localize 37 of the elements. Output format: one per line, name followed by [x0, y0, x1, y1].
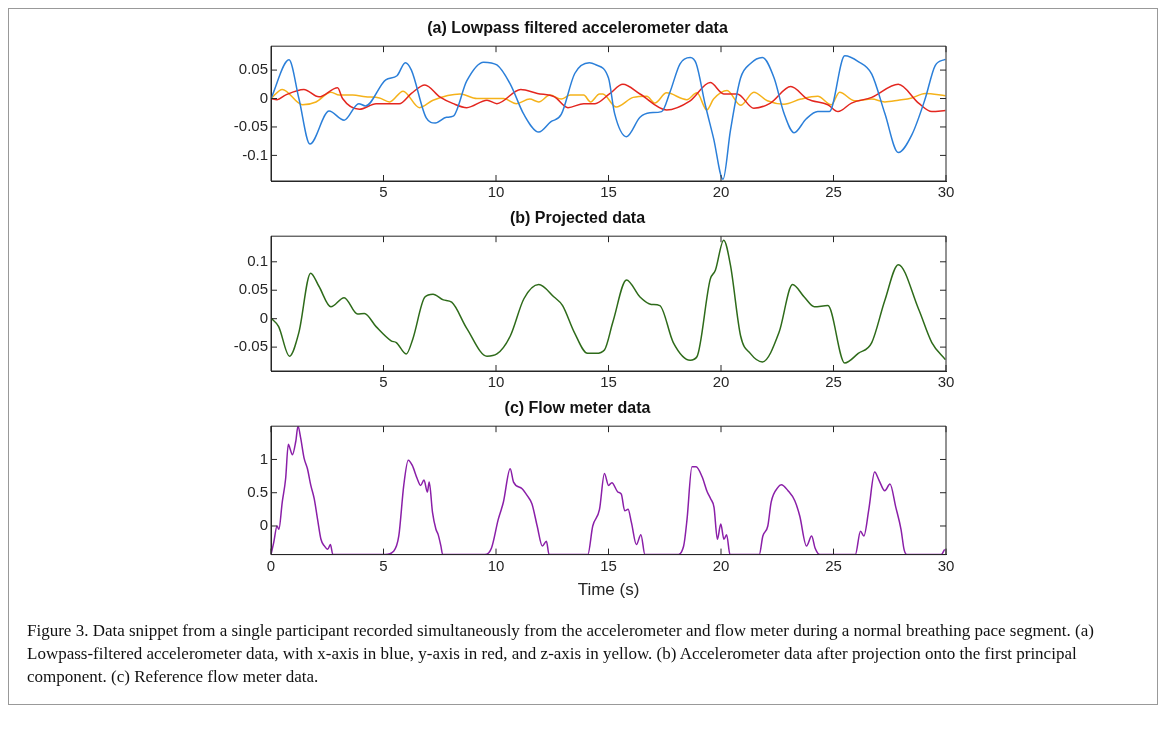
y-tick-label: 0: [259, 88, 268, 106]
x-tick-label: 20: [712, 373, 730, 391]
y-tick-label: 0.5: [247, 482, 268, 500]
chart-title: (b) Projected data: [509, 209, 646, 227]
y-tick-label: 0.05: [238, 280, 268, 298]
x-tick-label: 20: [712, 556, 730, 574]
x-tick-label: 10: [487, 373, 505, 391]
x-tick-label: 30: [937, 183, 955, 201]
line-series: [271, 88, 946, 111]
y-tick-label: -0.1: [242, 145, 268, 163]
line-series: [271, 239, 946, 364]
x-tick-label: 5: [379, 373, 388, 391]
chart-title: (a) Lowpass filtered accelerometer data: [427, 19, 728, 37]
x-tick-label: 5: [379, 183, 388, 201]
x-tick-label: 25: [825, 556, 842, 574]
y-tick-label: 0: [259, 516, 268, 534]
y-tick-label: 0: [259, 308, 268, 326]
chart-title: (c) Flow meter data: [504, 399, 651, 417]
y-tick-label: -0.05: [233, 337, 268, 355]
y-tick-label: 1: [259, 449, 268, 467]
y-tick-label: 0.1: [247, 251, 268, 269]
x-tick-label: 30: [937, 373, 955, 391]
x-tick-label: 25: [825, 373, 842, 391]
x-tick-label: 30: [937, 556, 955, 574]
y-tick-label: -0.05: [233, 117, 268, 135]
caption: Figure 3. Data snippet from a single participant recorded simultaneously from the accelerometer and flow meter during a normal breathing pace segment. (a) Lowpass-filtered accelerometer data, with x-axis in blue, y-axis in red, and z-axis in yellow. (b) Accelerometer data after projection onto the first principal component. (c) Reference flow meter data.: [27, 620, 1095, 688]
x-tick-label: 15: [600, 183, 617, 201]
x-axis-title: Time (s): [577, 580, 640, 600]
line-series: [271, 81, 946, 113]
x-tick-label: 10: [487, 556, 505, 574]
x-tick-label: 10: [487, 183, 505, 201]
x-tick-label: 15: [600, 373, 617, 391]
x-tick-label: 15: [600, 556, 617, 574]
x-tick-label: 25: [825, 183, 842, 201]
y-tick-label: 0.05: [238, 60, 268, 78]
x-tick-label: 20: [712, 183, 730, 201]
x-tick-label: 5: [379, 556, 388, 574]
